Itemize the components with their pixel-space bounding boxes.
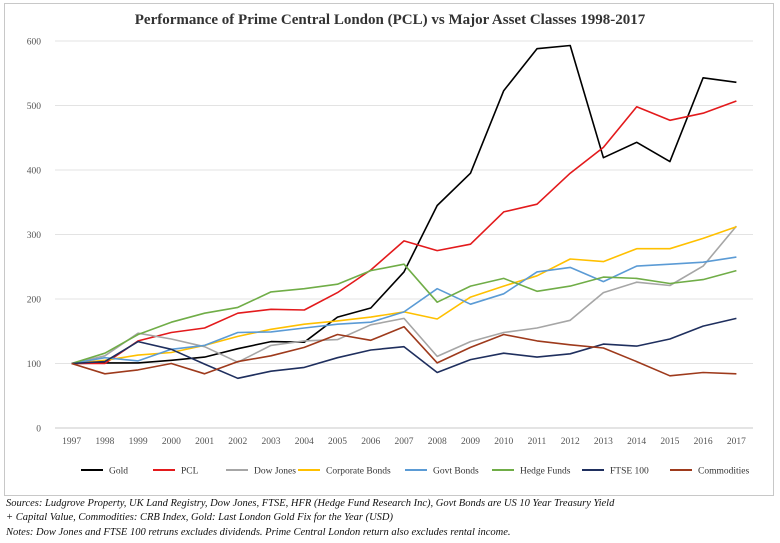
legend-label-gold: Gold [109,467,128,477]
x-tick-label: 2015 [660,437,679,447]
x-tick-label: 2011 [528,437,547,447]
x-tick-label: 2010 [494,437,513,447]
x-tick-label: 2005 [328,437,347,447]
series-line-commodities [71,325,737,377]
x-tick-label: 2002 [228,437,247,447]
series-line-gold [71,44,737,365]
x-tick-label: 2006 [361,437,380,447]
chart-title: Performance of Prime Central London (PCL… [134,12,646,28]
x-tick-label: 2007 [395,437,414,447]
series-line-pcl [71,100,737,365]
y-tick-label: 200 [27,296,42,306]
legend-label-dow-jones: Dow Jones [254,467,296,477]
x-tick-label: 2016 [694,437,713,447]
y-tick-label: 400 [27,167,42,177]
x-tick-label: 2008 [428,437,447,447]
chart-frame: Performance of Prime Central London (PCL… [4,3,774,496]
x-tick-label: 2013 [594,437,613,447]
x-tick-label: 2012 [561,437,580,447]
y-tick-label: 100 [27,360,42,370]
sources-note: Sources: Ludgrove Property, UK Land Regi… [6,498,615,509]
line-chart: 0 100 200 300 400 500 600 1997 1998 1999 2000 2001 2… [27,38,753,477]
series-line-ftse-100 [71,317,737,380]
y-tick-label: 300 [27,231,42,241]
x-tick-label: 2004 [295,437,314,447]
dividends-note: Notes: Dow Jones and FTSE 100 retruns ex… [6,527,511,538]
series-line-dow-jones [71,225,738,365]
y-tick-label: 500 [27,102,42,112]
legend-label-govt-bonds: Govt Bonds [433,467,479,477]
legend-label-corporate-bonds: Corporate Bonds [326,467,391,477]
legend-label-hedge-funds: Hedge Funds [520,467,571,477]
y-tick-label: 0 [36,425,41,435]
x-tick-label: 2017 [727,437,746,447]
x-tick-label: 1998 [95,437,114,447]
capital-value-note: + Capital Value, Commodities: CRB Index,… [6,512,394,523]
series-line-govt-bonds [71,256,737,365]
x-tick-label: 1999 [129,437,148,447]
legend-label-commodities: Commodities [698,467,750,477]
x-tick-label: 2009 [461,437,480,447]
x-tick-label: 2001 [195,437,214,447]
legend-label-ftse-100: FTSE 100 [610,467,649,477]
x-tick-label: 2014 [627,437,646,447]
series-line-corporate-bonds [71,226,737,365]
legend-label-pcl: PCL [181,467,199,477]
x-tick-label: 1997 [62,437,81,447]
series-line-hedge-funds [71,263,737,365]
y-tick-label: 600 [27,38,42,48]
x-tick-label: 2003 [262,437,281,447]
x-tick-label: 2000 [162,437,181,447]
